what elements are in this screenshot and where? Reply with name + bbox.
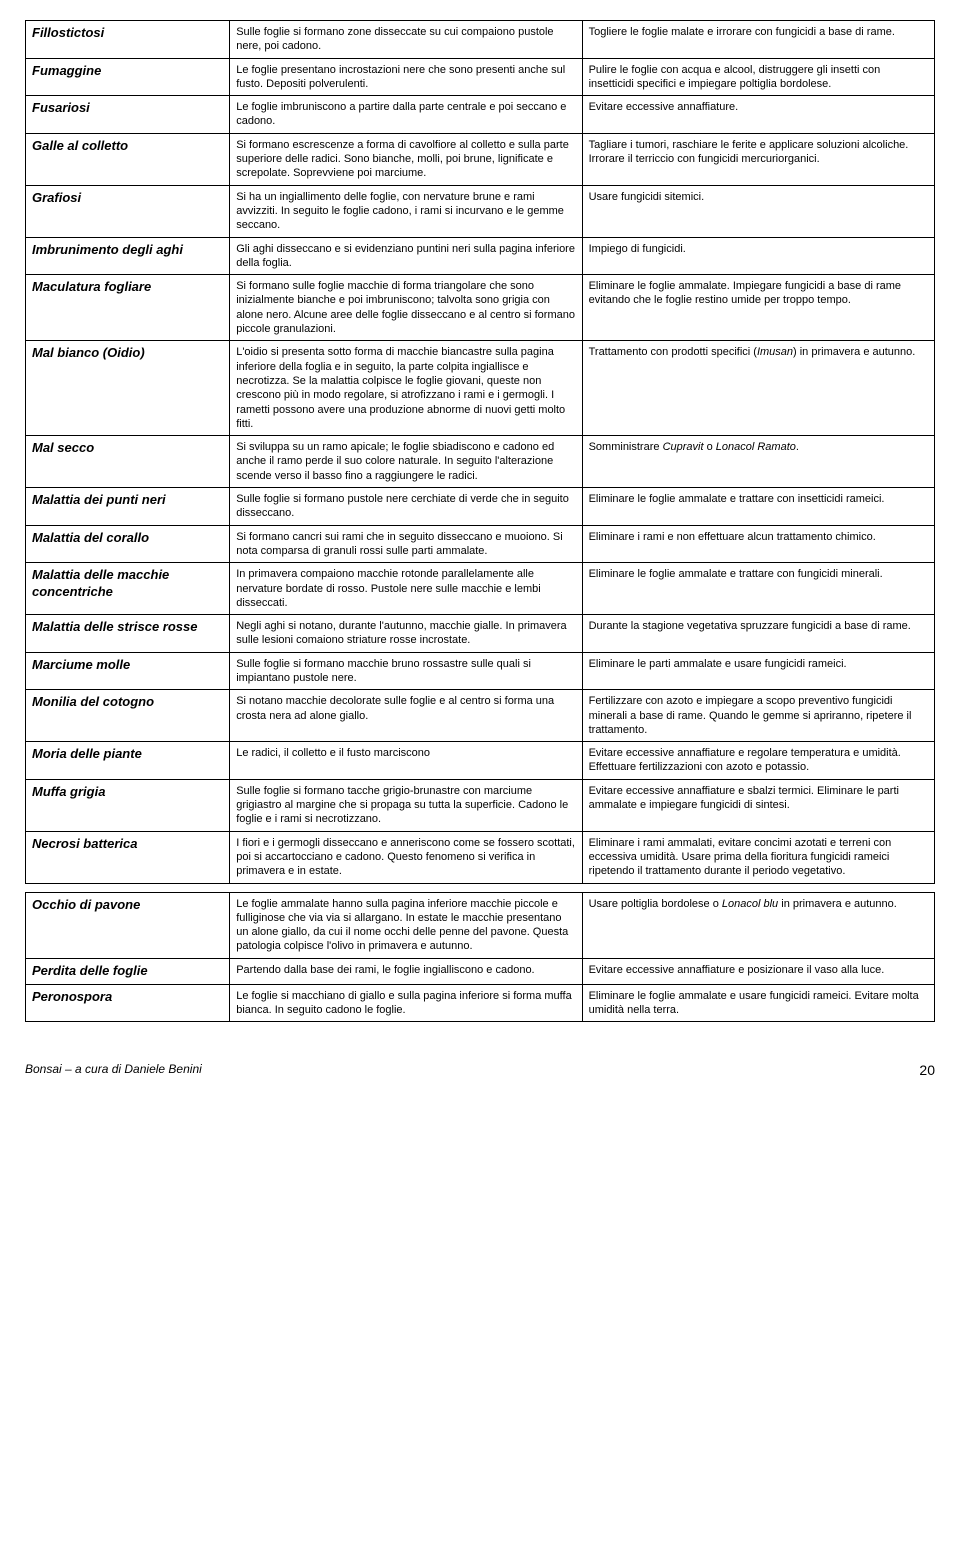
disease-treatment: Evitare eccessive annaffiature e regolar… — [582, 742, 934, 780]
table-row: Imbrunimento degli aghiGli aghi dissecca… — [26, 237, 935, 275]
disease-description: Gli aghi disseccano e si evidenziano pun… — [230, 237, 582, 275]
disease-treatment: Impiego di fungicidi. — [582, 237, 934, 275]
disease-name: Maculatura fogliare — [26, 275, 230, 341]
table-row: FumaggineLe foglie presentano incrostazi… — [26, 58, 935, 96]
table-row: Mal seccoSi sviluppa su un ramo apicale;… — [26, 436, 935, 488]
spacer-row — [26, 883, 935, 892]
disease-treatment: Tagliare i tumori, raschiare le ferite e… — [582, 133, 934, 185]
disease-description: Le radici, il colletto e il fusto marcis… — [230, 742, 582, 780]
disease-description: Sulle foglie si formano macchie bruno ro… — [230, 652, 582, 690]
disease-treatment: Usare poltiglia bordolese o Lonacol blu … — [582, 892, 934, 958]
disease-description: Negli aghi si notano, durante l'autunno,… — [230, 615, 582, 653]
table-row: Moria delle pianteLe radici, il colletto… — [26, 742, 935, 780]
disease-treatment: Eliminare le foglie ammalate e trattare … — [582, 488, 934, 526]
disease-name: Perdita delle foglie — [26, 958, 230, 984]
disease-description: Si sviluppa su un ramo apicale; le fogli… — [230, 436, 582, 488]
disease-treatment: Pulire le foglie con acqua e alcool, dis… — [582, 58, 934, 96]
table-row: PeronosporaLe foglie si macchiano di gia… — [26, 984, 935, 1022]
disease-name: Malattia dei punti neri — [26, 488, 230, 526]
disease-description: Partendo dalla base dei rami, le foglie … — [230, 958, 582, 984]
disease-name: Malattia delle macchie concentriche — [26, 563, 230, 615]
disease-description: Le foglie imbruniscono a partire dalla p… — [230, 96, 582, 134]
disease-name: Mal secco — [26, 436, 230, 488]
disease-treatment: Fertilizzare con azoto e impiegare a sco… — [582, 690, 934, 742]
page-number: 20 — [919, 1062, 935, 1078]
disease-description: Le foglie si macchiano di giallo e sulla… — [230, 984, 582, 1022]
disease-treatment: Durante la stagione vegetativa spruzzare… — [582, 615, 934, 653]
table-row: Maculatura fogliareSi formano sulle fogl… — [26, 275, 935, 341]
disease-name: Galle al colletto — [26, 133, 230, 185]
disease-description: Si ha un ingiallimento delle foglie, con… — [230, 185, 582, 237]
disease-treatment: Evitare eccessive annaffiature. — [582, 96, 934, 134]
disease-treatment: Somministrare Cupravit o Lonacol Ramato. — [582, 436, 934, 488]
disease-name: Imbrunimento degli aghi — [26, 237, 230, 275]
disease-name: Fumaggine — [26, 58, 230, 96]
disease-name: Occhio di pavone — [26, 892, 230, 958]
disease-name: Necrosi batterica — [26, 831, 230, 883]
disease-treatment: Trattamento con prodotti specifici (Imus… — [582, 341, 934, 436]
table-row: Malattia delle macchie concentricheIn pr… — [26, 563, 935, 615]
disease-description: In primavera compaiono macchie rotonde p… — [230, 563, 582, 615]
disease-name: Marciume molle — [26, 652, 230, 690]
disease-name: Malattia delle strisce rosse — [26, 615, 230, 653]
disease-treatment: Eliminare le foglie ammalate e trattare … — [582, 563, 934, 615]
disease-treatment: Eliminare i rami ammalati, evitare conci… — [582, 831, 934, 883]
disease-treatment: Evitare eccessive annaffiature e posizio… — [582, 958, 934, 984]
disease-treatment: Evitare eccessive annaffiature e sbalzi … — [582, 779, 934, 831]
disease-name: Fillostictosi — [26, 21, 230, 59]
disease-treatment: Togliere le foglie malate e irrorare con… — [582, 21, 934, 59]
table-row: FusariosiLe foglie imbruniscono a partir… — [26, 96, 935, 134]
table-row: Malattia dei punti neriSulle foglie si f… — [26, 488, 935, 526]
table-row: Galle al collettoSi formano escrescenze … — [26, 133, 935, 185]
disease-name: Malattia del corallo — [26, 525, 230, 563]
disease-name: Moria delle piante — [26, 742, 230, 780]
table-row: FillostictosiSulle foglie si formano zon… — [26, 21, 935, 59]
disease-description: Le foglie ammalate hanno sulla pagina in… — [230, 892, 582, 958]
disease-description: Sulle foglie si formano pustole nere cer… — [230, 488, 582, 526]
disease-description: I fiori e i germogli disseccano e anneri… — [230, 831, 582, 883]
disease-description: Le foglie presentano incrostazioni nere … — [230, 58, 582, 96]
table-row: Marciume molleSulle foglie si formano ma… — [26, 652, 935, 690]
table-row: Mal bianco (Oidio)L'oidio si presenta so… — [26, 341, 935, 436]
disease-name: Fusariosi — [26, 96, 230, 134]
disease-name: Monilia del cotogno — [26, 690, 230, 742]
disease-name: Mal bianco (Oidio) — [26, 341, 230, 436]
disease-treatment: Eliminare le foglie ammalate e usare fun… — [582, 984, 934, 1022]
table-row: Necrosi battericaI fiori e i germogli di… — [26, 831, 935, 883]
table-row: Malattia del coralloSi formano cancri su… — [26, 525, 935, 563]
disease-treatment: Eliminare i rami e non effettuare alcun … — [582, 525, 934, 563]
table-row: GrafiosiSi ha un ingiallimento delle fog… — [26, 185, 935, 237]
disease-treatment: Eliminare le foglie ammalate. Impiegare … — [582, 275, 934, 341]
disease-treatment: Usare fungicidi sitemici. — [582, 185, 934, 237]
disease-name: Grafiosi — [26, 185, 230, 237]
page-footer: Bonsai – a cura di Daniele Benini 20 — [25, 1062, 935, 1078]
disease-description: Sulle foglie si formano zone disseccate … — [230, 21, 582, 59]
disease-name: Muffa grigia — [26, 779, 230, 831]
table-row: Occhio di pavoneLe foglie ammalate hanno… — [26, 892, 935, 958]
disease-description: Si formano cancri sui rami che in seguit… — [230, 525, 582, 563]
disease-table: FillostictosiSulle foglie si formano zon… — [25, 20, 935, 1022]
disease-description: Si formano escrescenze a forma di cavolf… — [230, 133, 582, 185]
table-row: Monilia del cotognoSi notano macchie dec… — [26, 690, 935, 742]
disease-description: Sulle foglie si formano tacche grigio-br… — [230, 779, 582, 831]
disease-description: Si formano sulle foglie macchie di forma… — [230, 275, 582, 341]
disease-name: Peronospora — [26, 984, 230, 1022]
table-row: Muffa grigiaSulle foglie si formano tacc… — [26, 779, 935, 831]
disease-description: L'oidio si presenta sotto forma di macch… — [230, 341, 582, 436]
disease-description: Si notano macchie decolorate sulle fogli… — [230, 690, 582, 742]
disease-treatment: Eliminare le parti ammalate e usare fung… — [582, 652, 934, 690]
table-row: Perdita delle fogliePartendo dalla base … — [26, 958, 935, 984]
table-row: Malattia delle strisce rosseNegli aghi s… — [26, 615, 935, 653]
footer-credit: Bonsai – a cura di Daniele Benini — [25, 1062, 202, 1078]
